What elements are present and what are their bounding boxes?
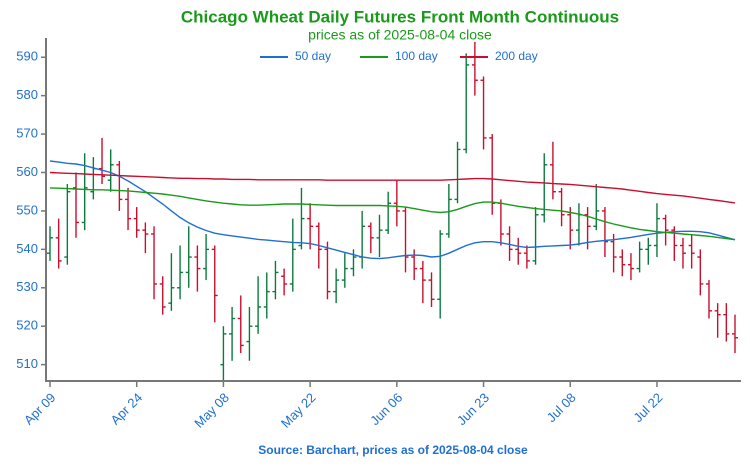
legend-label: 200 day: [495, 49, 538, 63]
legend-label: 100 day: [395, 49, 438, 63]
x-tick-label: Jun 06: [367, 390, 405, 428]
chart-subtitle: prices as of 2025-08-04 close: [308, 27, 492, 43]
y-tick-label: 550: [16, 202, 38, 217]
moving-average-line: [49, 171, 736, 204]
x-tick-label: Apr 24: [108, 390, 146, 428]
y-tick-label: 540: [16, 241, 38, 256]
y-tick-label: 590: [16, 49, 38, 64]
y-tick-label: 570: [16, 126, 38, 141]
x-tick-label: May 22: [278, 390, 319, 431]
y-tick-label: 580: [16, 87, 38, 102]
y-tick-label: 530: [16, 279, 38, 294]
x-tick-label: May 08: [191, 390, 232, 431]
x-tick-label: Jun 23: [454, 390, 492, 428]
source-note: Source: Barchart, prices as of 2025-08-0…: [258, 443, 528, 457]
y-tick-label: 510: [16, 356, 38, 371]
x-tick-label: Apr 09: [21, 390, 59, 428]
legend-label: 50 day: [295, 49, 331, 63]
y-tick-label: 560: [16, 164, 38, 179]
moving-average-line: [49, 187, 736, 241]
x-tick-label: Jul 22: [630, 390, 665, 425]
chart-title: Chicago Wheat Daily Futures Front Month …: [181, 7, 619, 26]
moving-average-line: [49, 160, 736, 260]
x-tick-label: Jul 08: [544, 390, 579, 425]
y-tick-label: 520: [16, 318, 38, 333]
